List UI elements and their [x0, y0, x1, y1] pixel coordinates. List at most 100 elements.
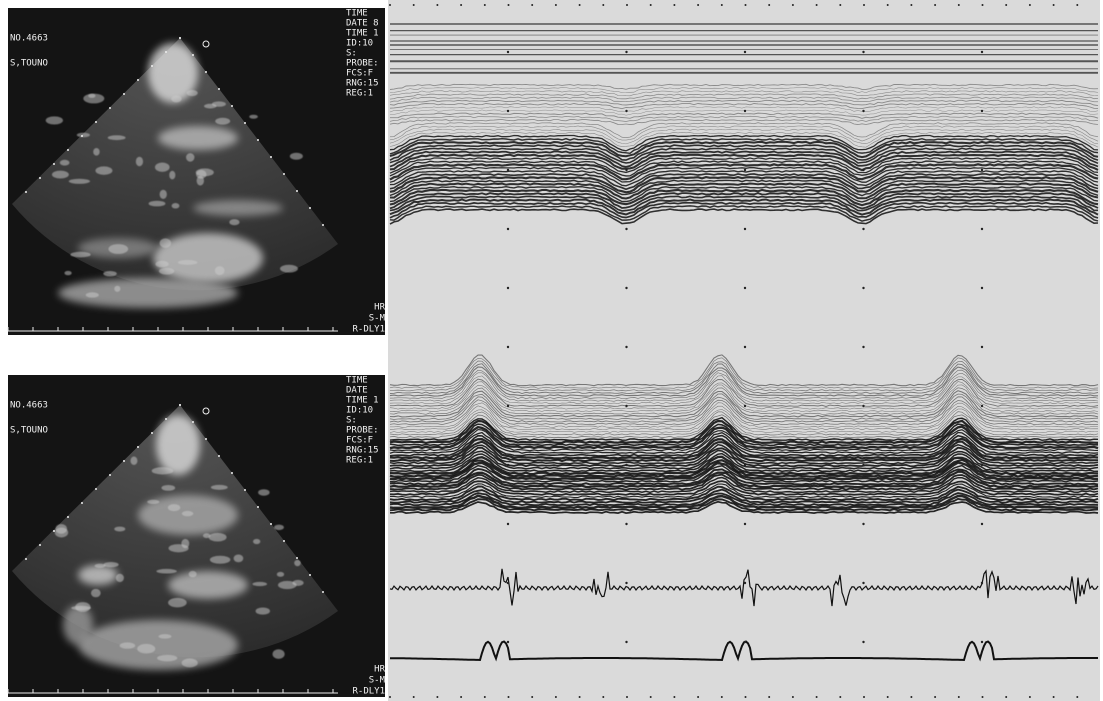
wall-line	[389, 175, 1099, 194]
wall-line	[389, 163, 1099, 181]
wall-line	[389, 470, 1099, 489]
grid-dot	[980, 109, 984, 113]
wall-line	[389, 198, 1099, 216]
wall-line	[389, 134, 1099, 152]
grid-dot	[980, 581, 984, 585]
speckle	[95, 166, 113, 175]
tick-dot	[839, 696, 842, 698]
patient: S,TOUNO	[10, 426, 48, 436]
tick-dot	[1076, 4, 1079, 6]
wall-line	[389, 182, 1099, 200]
speckle	[90, 588, 101, 598]
dot	[296, 557, 298, 559]
side-label: TIME 1	[346, 396, 379, 406]
side-label: TIME	[346, 9, 368, 19]
speckle	[280, 264, 298, 273]
tick-dot	[602, 4, 605, 6]
grid-dot	[506, 404, 510, 408]
grid-dot	[506, 463, 510, 467]
speckle	[85, 292, 99, 298]
tick-dot	[531, 4, 534, 6]
wall-line	[389, 393, 1099, 420]
grid-dot	[743, 286, 747, 290]
wall-line	[389, 369, 1099, 400]
wall-line	[389, 93, 1099, 100]
grid-dot	[743, 463, 747, 467]
wall-line	[390, 378, 1099, 408]
dot	[231, 472, 233, 474]
echo	[78, 565, 118, 585]
speckle	[158, 634, 172, 639]
wall-line	[389, 458, 1099, 478]
grid-dot	[862, 286, 865, 290]
grid-dot	[980, 345, 984, 349]
dot	[244, 122, 246, 124]
tick-dot	[436, 696, 439, 698]
tick-dot	[460, 696, 463, 698]
grid-dot	[506, 345, 510, 349]
side-label: TIME	[346, 376, 368, 386]
speckle	[161, 484, 176, 491]
grid-dot	[625, 463, 628, 467]
grid-dot	[980, 168, 984, 172]
dot	[81, 502, 83, 504]
dot	[151, 432, 153, 434]
grid-dot	[625, 168, 628, 172]
dot	[283, 540, 285, 542]
wall-line	[389, 440, 1098, 463]
wall-line	[389, 205, 1099, 222]
wall-line	[389, 384, 1099, 412]
dot	[231, 105, 233, 107]
grid-dot	[506, 286, 510, 290]
grid-dot	[862, 522, 865, 526]
speckle	[114, 526, 126, 532]
tick-dot	[791, 4, 794, 6]
grid-dot	[980, 227, 984, 231]
wall-line	[389, 428, 1099, 452]
wall-line	[389, 399, 1098, 426]
speckle	[148, 200, 166, 207]
tick-dot	[910, 4, 913, 6]
speckle	[214, 266, 225, 276]
wall-line	[389, 83, 1099, 90]
dot	[270, 156, 272, 158]
wall-line	[389, 443, 1099, 465]
grid-dot	[625, 345, 628, 349]
speckle	[70, 251, 91, 258]
tick-dot	[957, 4, 960, 6]
wall-line	[389, 357, 1099, 389]
speckle	[76, 132, 90, 138]
echo	[148, 43, 198, 103]
wall-line	[389, 153, 1099, 172]
dot	[39, 544, 41, 546]
wall-line	[389, 96, 1099, 103]
dot	[25, 558, 27, 560]
grid-dot	[743, 168, 747, 172]
tick-dot	[697, 4, 700, 6]
tick-dot	[886, 696, 889, 698]
dot	[322, 224, 324, 226]
speckle	[93, 148, 100, 156]
side-label: ID:10	[346, 406, 373, 416]
wall-line	[389, 185, 1099, 203]
speckle	[94, 563, 106, 568]
m-mode-trace	[388, 0, 1100, 701]
speckle	[107, 135, 126, 141]
dot	[25, 191, 27, 193]
bottom-label: R-DLY1	[352, 687, 385, 697]
tick-dot	[507, 696, 510, 698]
dot	[192, 421, 194, 423]
tick-dot	[602, 696, 605, 698]
bottom-label: HR	[374, 665, 385, 675]
echo	[158, 126, 238, 150]
tick-dot	[886, 4, 889, 6]
dot	[53, 163, 55, 165]
dot	[123, 460, 125, 462]
echo	[193, 200, 283, 216]
side-label: DATE 8	[346, 19, 379, 29]
dot	[165, 418, 167, 420]
tick-dot	[957, 696, 960, 698]
tick-dot	[863, 4, 865, 6]
dot	[192, 54, 194, 56]
